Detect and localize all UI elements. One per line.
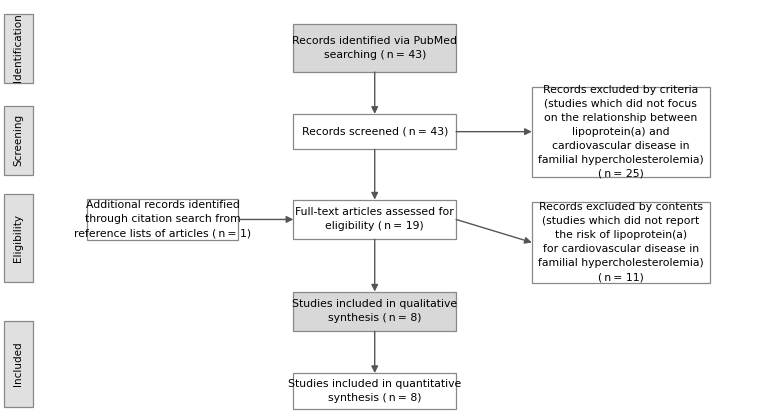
- FancyBboxPatch shape: [294, 292, 456, 331]
- FancyBboxPatch shape: [294, 373, 456, 409]
- Text: Records screened ( n = 43): Records screened ( n = 43): [301, 127, 448, 137]
- Text: Records excluded by contents
(studies which did not report
the risk of lipoprote: Records excluded by contents (studies wh…: [538, 202, 703, 283]
- Text: Full-text articles assessed for
eligibility ( n = 19): Full-text articles assessed for eligibil…: [295, 207, 454, 232]
- Text: Studies included in qualitative
synthesis ( n = 8): Studies included in qualitative synthesi…: [292, 299, 457, 324]
- FancyBboxPatch shape: [531, 87, 709, 176]
- Text: Included: Included: [13, 342, 23, 386]
- FancyBboxPatch shape: [4, 194, 33, 282]
- FancyBboxPatch shape: [294, 24, 456, 72]
- FancyBboxPatch shape: [294, 200, 456, 239]
- FancyBboxPatch shape: [294, 114, 456, 149]
- FancyBboxPatch shape: [531, 201, 709, 283]
- Text: Eligibility: Eligibility: [13, 214, 23, 262]
- FancyBboxPatch shape: [4, 321, 33, 406]
- Text: Studies included in quantitative
synthesis ( n = 8): Studies included in quantitative synthes…: [288, 379, 461, 403]
- FancyBboxPatch shape: [87, 199, 238, 240]
- FancyBboxPatch shape: [4, 105, 33, 175]
- Text: Records excluded by criteria
(studies which did not focus
on the relationship be: Records excluded by criteria (studies wh…: [538, 85, 703, 178]
- Text: Records identified via PubMed
searching ( n = 43): Records identified via PubMed searching …: [292, 36, 457, 60]
- FancyBboxPatch shape: [4, 13, 33, 83]
- Text: Screening: Screening: [13, 114, 23, 166]
- Text: Identification: Identification: [13, 14, 23, 82]
- Text: Additional records identified
through citation search from
reference lists of ar: Additional records identified through ci…: [74, 201, 251, 238]
